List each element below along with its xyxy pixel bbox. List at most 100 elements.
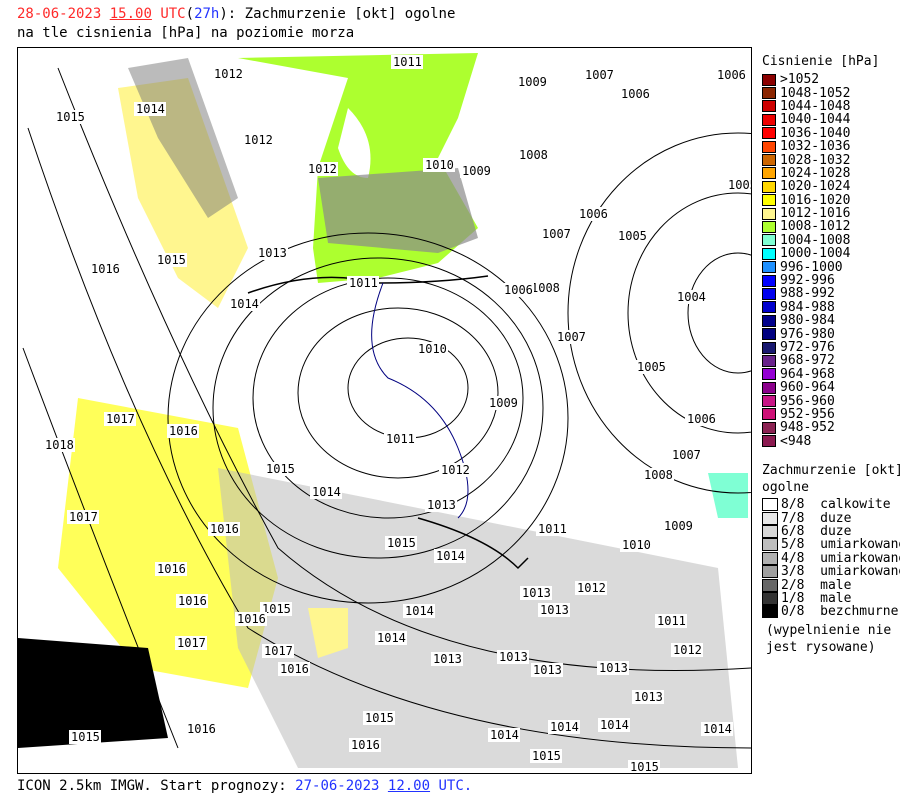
cloud-legend-item: 1/8 male xyxy=(762,590,900,606)
color-swatch xyxy=(762,538,778,552)
isobar-label: 1015 xyxy=(365,711,394,725)
map-footer: ICON 2.5km IMGW. Start prognozy: 27-06-2… xyxy=(17,777,472,795)
yellow-band-nw xyxy=(118,78,248,308)
isobar-label: 1013 xyxy=(258,246,287,260)
isobar-label: 1012 xyxy=(214,67,243,81)
pressure-legend-item: 960-964 xyxy=(762,381,879,394)
color-swatch xyxy=(762,180,776,193)
legend-label: 1032-1036 xyxy=(780,139,851,155)
color-swatch xyxy=(762,247,776,260)
color-swatch xyxy=(762,551,778,565)
isobar-label: 1005 xyxy=(637,360,666,374)
isobar-label: 1009 xyxy=(462,164,491,178)
yellowish-area-south xyxy=(308,608,348,658)
color-swatch xyxy=(762,605,778,619)
isobar-label: 1017 xyxy=(177,636,206,650)
color-swatch xyxy=(762,274,776,287)
color-swatch xyxy=(762,395,776,408)
color-swatch xyxy=(762,73,776,86)
start-hour: 12.00 xyxy=(387,778,431,794)
isobar-label: 1013 xyxy=(599,661,628,675)
isobar-label: 1014 xyxy=(703,722,732,736)
legend-label: 992-996 xyxy=(780,273,835,289)
isobar-label: 1006 xyxy=(579,207,608,221)
isobar-label: 1011 xyxy=(393,55,422,69)
cloud-legend-item: 4/8 umiarkowane xyxy=(762,550,900,566)
cloud-legend-note-2: jest rysowane) xyxy=(766,639,876,655)
pressure-legend-item: 1020-1024 xyxy=(762,180,879,193)
isobar-label: 1015 xyxy=(71,730,100,744)
legend-label: 1/8 male xyxy=(781,590,852,606)
pressure-legend-item: 1048-1052 xyxy=(762,86,879,100)
isobar-label: 1007 xyxy=(672,448,701,462)
map-title: 28-06-2023 15.00 UTC(27h): Zachmurzenie … xyxy=(17,5,455,23)
color-swatch xyxy=(762,511,778,525)
cyan-area-east xyxy=(708,473,748,518)
legend-label: 1000-1004 xyxy=(780,246,851,262)
isobar-label: 1008 xyxy=(644,468,673,482)
pressure-legend-item: 1008-1012 xyxy=(762,220,879,233)
legend-label: 952-956 xyxy=(780,406,835,422)
lead-time: 27h xyxy=(194,6,220,22)
color-swatch xyxy=(762,591,778,605)
isobar-label: 1015 xyxy=(532,749,561,763)
isobar-label: 1017 xyxy=(264,644,293,658)
forecast-utc: UTC xyxy=(160,6,186,22)
legend-label: 3/8 umiarkowane xyxy=(781,564,900,580)
legend-label: 976-980 xyxy=(780,326,835,342)
isobar-label: 1013 xyxy=(522,586,551,600)
legend-label: 972-976 xyxy=(780,340,835,355)
gray-area-south xyxy=(218,468,738,768)
isobars xyxy=(22,67,751,749)
color-swatch xyxy=(762,140,776,153)
isobar xyxy=(567,132,751,494)
isobar-label: 1015 xyxy=(157,253,186,267)
color-swatch xyxy=(762,314,776,327)
isobar-label: 1008 xyxy=(519,148,548,162)
isobar-label: 1015 xyxy=(387,536,416,550)
pressure-legend-item: <948 xyxy=(762,435,879,448)
isobar xyxy=(167,232,569,604)
isobar-label: 1017 xyxy=(106,412,135,426)
cloud-legend-item: 3/8 umiarkowane xyxy=(762,564,900,580)
color-swatch xyxy=(762,578,778,592)
isobar-label: 1004 xyxy=(677,290,706,304)
isobar-label: 1016 xyxy=(237,612,266,626)
isobar-label: 1012 xyxy=(577,581,606,595)
cloud-legend-subtitle: ogolne xyxy=(762,480,809,495)
color-swatch xyxy=(762,565,778,579)
isobar-label: 1006 xyxy=(687,412,716,426)
border xyxy=(417,517,529,570)
pressure-legend-item: 1032-1036 xyxy=(762,140,879,153)
color-swatch xyxy=(762,100,776,113)
isobar-label: 1014 xyxy=(230,297,259,311)
map-subtitle: na tle cisnienia [hPa] na poziomie morza xyxy=(17,25,355,41)
start-utc: UTC. xyxy=(438,778,473,794)
cloud-legend-item: 0/8 bezchmurne xyxy=(762,604,900,619)
legend-label: 1024-1028 xyxy=(780,165,851,181)
isobar-label: 1014 xyxy=(405,604,434,618)
pressure-legend-item: >1052 xyxy=(762,73,879,86)
pressure-legend-item: 1024-1028 xyxy=(762,167,879,180)
forecast-date: 28-06-2023 xyxy=(17,6,102,22)
color-swatch xyxy=(762,498,778,512)
isobar-label: 1016 xyxy=(157,562,186,576)
isobar-label: 1005 xyxy=(728,178,752,192)
isobar-label: 1015 xyxy=(262,602,291,616)
isobar-label: 1014 xyxy=(377,631,406,645)
pressure-legend-item: 1000-1004 xyxy=(762,247,879,260)
lead-close: ): xyxy=(219,6,237,22)
legend-label: 1008-1012 xyxy=(780,219,851,235)
map-canvas: 1011 1012 1009 1007 1006 1006 1015 1014 1012 1008… xyxy=(17,47,752,774)
legend-label: 4/8 umiarkowane xyxy=(781,550,900,566)
isobar xyxy=(687,252,751,374)
legend-label: 1044-1048 xyxy=(780,98,851,114)
color-swatch xyxy=(762,435,776,448)
legend-label: 1004-1008 xyxy=(780,232,851,248)
legend-label: 1012-1016 xyxy=(780,206,851,222)
isobar-label: 1006 xyxy=(621,87,650,101)
isobar xyxy=(297,307,499,479)
legend-label: 956-960 xyxy=(780,393,835,409)
isobar-label: 1008 xyxy=(531,281,560,295)
